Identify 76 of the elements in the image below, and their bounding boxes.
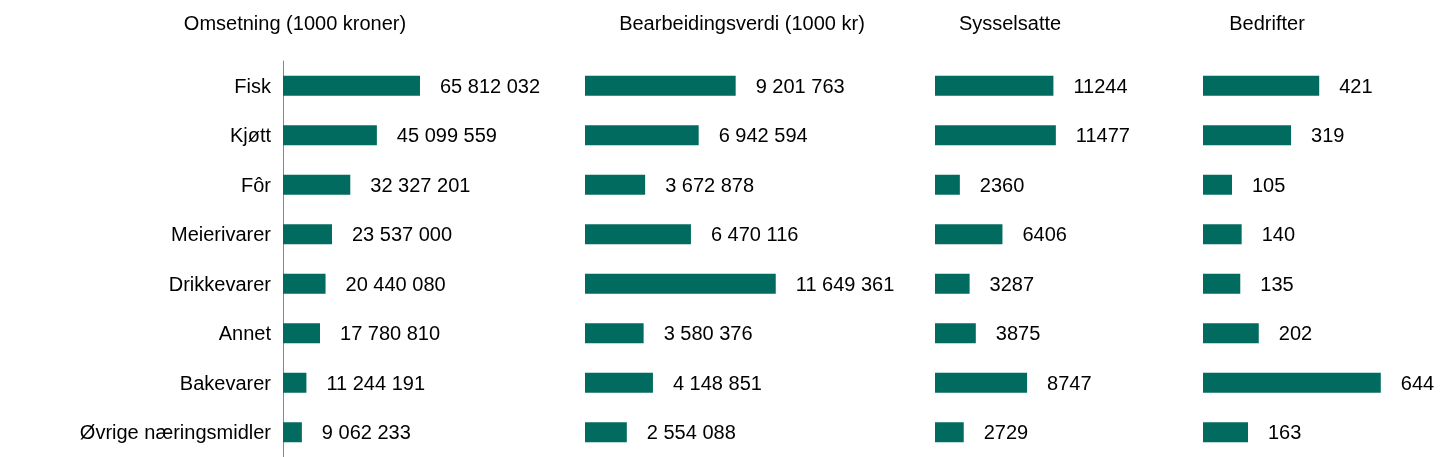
- chart-title: Sysselsatte: [958, 12, 1062, 34]
- bar: [1203, 125, 1292, 146]
- data-label: 163: [1268, 421, 1302, 444]
- bar: [935, 174, 960, 195]
- bar: [1203, 273, 1241, 294]
- data-label: 319: [1311, 124, 1345, 147]
- data-label: 9 062 233: [321, 421, 411, 444]
- data-label: 11 649 361: [795, 272, 895, 295]
- bar: [283, 75, 420, 96]
- data-label: 45 099 559: [396, 124, 497, 147]
- bar: [283, 273, 326, 294]
- bar: [1203, 174, 1232, 195]
- data-label: 3 580 376: [663, 322, 753, 345]
- data-label: 421: [1339, 74, 1373, 97]
- data-label: 6 942 594: [718, 124, 808, 147]
- bar: [585, 422, 627, 443]
- bar: [585, 174, 646, 195]
- bar: [1203, 422, 1248, 443]
- y-tick-label: Drikkevarer: [168, 272, 272, 295]
- data-label: 3 672 878: [665, 173, 755, 196]
- bar: [585, 75, 736, 96]
- bar: [283, 125, 377, 146]
- data-label: 3875: [995, 322, 1041, 345]
- bar: [283, 224, 332, 245]
- y-tick-label: Meierivarer: [170, 223, 272, 246]
- data-label: 11244: [1073, 74, 1128, 97]
- data-label: 11477: [1075, 124, 1130, 147]
- y-tick-label: Annet: [218, 322, 272, 345]
- data-label: 9 201 763: [755, 74, 845, 97]
- data-label: 3287: [989, 272, 1035, 295]
- bar: [283, 372, 307, 393]
- chart-title: Bedrifter: [1229, 12, 1306, 34]
- bar: [283, 422, 302, 443]
- data-label: 65 812 032: [439, 74, 541, 97]
- bar: [935, 422, 964, 443]
- data-label: 2729: [983, 421, 1029, 444]
- bar: [935, 75, 1054, 96]
- data-label: 140: [1261, 223, 1296, 246]
- data-label: 32 327 201: [370, 173, 471, 196]
- bar: [283, 323, 321, 344]
- data-label: 23 537 000: [351, 223, 453, 246]
- y-tick-label: Kjøtt: [229, 124, 272, 147]
- data-label: 6406: [1022, 223, 1067, 246]
- data-label: 105: [1251, 173, 1286, 196]
- bar: [585, 224, 691, 245]
- data-label: 2 554 088: [646, 421, 736, 444]
- data-label: 202: [1278, 322, 1313, 345]
- data-label: 11 244 191: [326, 371, 426, 394]
- bar: [1203, 323, 1259, 344]
- y-tick-label: Fôr: [241, 173, 272, 196]
- chart-title: Bearbeidingsverdi (1000 kr): [619, 12, 865, 34]
- bar: [1203, 224, 1242, 245]
- data-label: 17 780 810: [340, 322, 441, 345]
- bar: [935, 273, 970, 294]
- data-label: 4 148 851: [672, 371, 762, 394]
- bar: [1203, 75, 1320, 96]
- bar: [935, 125, 1056, 146]
- data-label: 20 440 080: [345, 272, 446, 295]
- y-tick-label: Fisk: [234, 74, 272, 97]
- bar: [935, 323, 976, 344]
- bar: [585, 125, 699, 146]
- chart-title: Omsetning (1000 kroner): [183, 12, 407, 34]
- bar: [283, 174, 351, 195]
- data-label: 2360: [979, 173, 1025, 196]
- data-label: 644: [1400, 371, 1435, 394]
- bar: [585, 372, 653, 393]
- data-label: 6 470 116: [710, 223, 799, 246]
- bar: [585, 323, 644, 344]
- bar: [935, 224, 1003, 245]
- bar: [585, 273, 776, 294]
- bar: [1203, 372, 1381, 393]
- y-tick-label: Øvrige næringsmidler: [79, 421, 272, 444]
- y-tick-label: Bakevarer: [179, 371, 272, 394]
- bar: [935, 372, 1028, 393]
- data-label: 135: [1260, 272, 1294, 295]
- data-label: 8747: [1047, 371, 1092, 394]
